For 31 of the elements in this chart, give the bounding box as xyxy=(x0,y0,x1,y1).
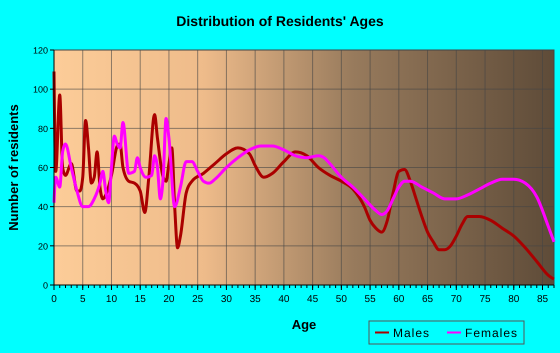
x-tick-label: 60 xyxy=(393,294,405,305)
x-tick-label: 20 xyxy=(163,294,175,305)
y-axis-title: Number of residents xyxy=(6,104,21,231)
x-tick-label: 40 xyxy=(278,294,290,305)
x-tick-label: 45 xyxy=(307,294,319,305)
legend-label: Males xyxy=(393,326,430,340)
y-tick-label: 40 xyxy=(38,202,48,212)
x-tick-label: 5 xyxy=(80,294,86,305)
x-axis-title: Age xyxy=(292,317,316,332)
y-tick-label: 80 xyxy=(38,124,48,134)
y-tick-label: 20 xyxy=(38,241,48,252)
x-tick-label: 0 xyxy=(51,294,58,305)
chart-title: Distribution of Residents' Ages xyxy=(176,13,384,29)
legend-label: Females xyxy=(465,326,518,340)
x-tick-label: 10 xyxy=(106,294,118,305)
x-tick-label: 15 xyxy=(134,294,146,305)
y-tick-label: 120 xyxy=(32,46,48,56)
x-tick-label: 70 xyxy=(450,294,462,305)
x-tick-label: 35 xyxy=(250,294,262,305)
x-tick-label: 25 xyxy=(192,294,204,305)
y-tick-label: 60 xyxy=(38,163,48,173)
x-tick-label: 75 xyxy=(479,294,492,305)
line-series xyxy=(52,117,556,244)
x-tick-label: 55 xyxy=(364,294,376,305)
x-tick-label: 65 xyxy=(422,294,434,305)
x-tick-label: 85 xyxy=(536,294,549,305)
x-tick-label: 50 xyxy=(336,294,348,305)
x-tick-label: 80 xyxy=(508,294,520,305)
y-tick-label: 0 xyxy=(42,280,48,290)
x-tick-label: 30 xyxy=(220,294,232,305)
y-tick-label: 100 xyxy=(32,84,48,95)
